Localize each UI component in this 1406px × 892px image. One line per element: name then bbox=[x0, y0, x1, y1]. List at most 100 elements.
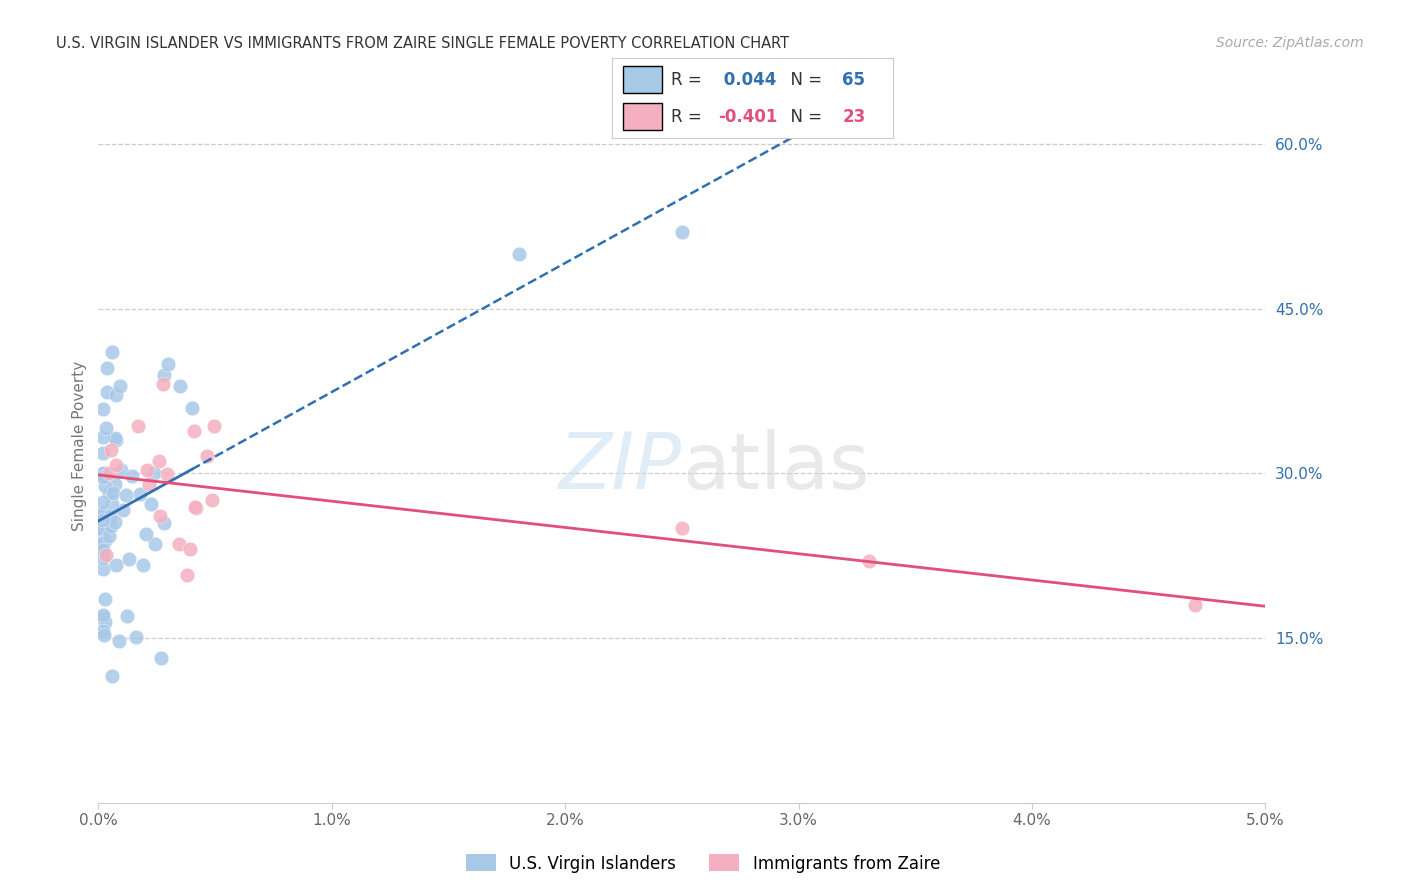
Point bbox=[152, 368, 174, 382]
Point bbox=[91, 495, 114, 509]
Point bbox=[91, 466, 114, 480]
Text: ZIP: ZIP bbox=[560, 429, 682, 506]
Point bbox=[152, 376, 174, 391]
Point bbox=[135, 526, 157, 541]
Point bbox=[180, 401, 202, 415]
Point bbox=[671, 521, 693, 535]
Point bbox=[91, 513, 114, 527]
Point bbox=[93, 628, 115, 642]
Point bbox=[201, 493, 224, 508]
Point bbox=[169, 378, 191, 392]
Point bbox=[96, 385, 118, 400]
Point bbox=[125, 630, 148, 644]
Point bbox=[104, 476, 127, 491]
Point bbox=[94, 591, 117, 606]
Point bbox=[96, 361, 118, 376]
Point bbox=[118, 552, 141, 566]
Point bbox=[97, 466, 120, 480]
Text: 0.044: 0.044 bbox=[718, 70, 778, 88]
Point bbox=[671, 225, 693, 239]
Point bbox=[100, 518, 122, 533]
Point bbox=[107, 634, 129, 648]
Point bbox=[156, 467, 179, 481]
Text: N =: N = bbox=[780, 108, 828, 126]
Point bbox=[101, 669, 124, 683]
Y-axis label: Single Female Poverty: Single Female Poverty bbox=[72, 361, 87, 531]
Point bbox=[91, 524, 114, 539]
Point bbox=[91, 524, 114, 538]
Point bbox=[105, 388, 128, 402]
Point bbox=[195, 450, 218, 464]
Point bbox=[91, 506, 114, 520]
Point bbox=[1184, 598, 1206, 612]
Point bbox=[104, 515, 127, 529]
Point bbox=[167, 536, 190, 550]
Point bbox=[148, 454, 170, 468]
Point bbox=[91, 543, 114, 558]
Text: Source: ZipAtlas.com: Source: ZipAtlas.com bbox=[1216, 36, 1364, 50]
Point bbox=[127, 418, 149, 433]
Point bbox=[94, 615, 117, 629]
Point bbox=[202, 418, 225, 433]
Point bbox=[110, 462, 132, 476]
Point bbox=[96, 549, 118, 563]
FancyBboxPatch shape bbox=[623, 66, 662, 94]
Point bbox=[91, 609, 114, 624]
Point bbox=[153, 516, 176, 530]
Point bbox=[94, 478, 117, 492]
Text: R =: R = bbox=[671, 108, 707, 126]
Point bbox=[91, 550, 114, 565]
Point bbox=[94, 421, 117, 435]
Point bbox=[183, 500, 205, 515]
Point bbox=[184, 501, 207, 516]
Point bbox=[139, 497, 162, 511]
Point bbox=[91, 624, 114, 638]
Point bbox=[91, 535, 114, 549]
Point bbox=[108, 379, 131, 393]
Point bbox=[149, 508, 172, 523]
Point bbox=[91, 562, 114, 576]
Point bbox=[121, 469, 143, 483]
Point bbox=[91, 470, 114, 484]
Point bbox=[858, 554, 880, 568]
Point bbox=[179, 541, 201, 556]
Point bbox=[104, 458, 127, 472]
Point bbox=[104, 558, 127, 573]
Point bbox=[98, 486, 121, 500]
Point bbox=[104, 431, 127, 445]
FancyBboxPatch shape bbox=[623, 103, 662, 130]
Text: -0.401: -0.401 bbox=[718, 108, 778, 126]
Point bbox=[129, 486, 152, 500]
Point bbox=[91, 401, 114, 416]
Point bbox=[176, 567, 198, 582]
Point bbox=[157, 357, 180, 371]
Point bbox=[183, 424, 205, 438]
Point bbox=[91, 535, 114, 549]
Text: atlas: atlas bbox=[682, 429, 869, 506]
Point bbox=[101, 497, 124, 511]
Text: 23: 23 bbox=[842, 108, 866, 126]
Point bbox=[98, 508, 121, 523]
Point bbox=[135, 463, 157, 477]
Point bbox=[91, 506, 114, 520]
Point bbox=[142, 466, 165, 480]
Point bbox=[138, 477, 160, 491]
Point bbox=[101, 345, 124, 359]
Point bbox=[100, 443, 122, 458]
Point bbox=[94, 533, 117, 548]
Point bbox=[103, 486, 125, 500]
Point bbox=[91, 429, 114, 443]
Point bbox=[91, 608, 114, 623]
Point bbox=[132, 558, 155, 573]
Point bbox=[94, 467, 117, 481]
Point bbox=[115, 488, 138, 502]
Point bbox=[143, 537, 166, 551]
Point bbox=[150, 651, 173, 665]
Point bbox=[508, 247, 530, 261]
Text: N =: N = bbox=[780, 70, 828, 88]
Point bbox=[111, 503, 134, 517]
Text: U.S. VIRGIN ISLANDER VS IMMIGRANTS FROM ZAIRE SINGLE FEMALE POVERTY CORRELATION : U.S. VIRGIN ISLANDER VS IMMIGRANTS FROM … bbox=[56, 36, 789, 51]
Point bbox=[98, 529, 121, 543]
Legend: U.S. Virgin Islanders, Immigrants from Zaire: U.S. Virgin Islanders, Immigrants from Z… bbox=[460, 847, 946, 880]
Point bbox=[104, 433, 127, 447]
